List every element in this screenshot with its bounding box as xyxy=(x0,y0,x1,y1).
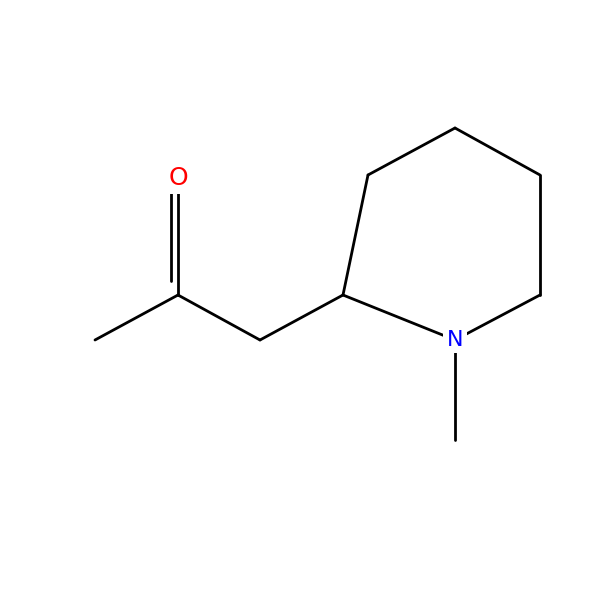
Text: O: O xyxy=(168,166,188,190)
Text: N: N xyxy=(447,330,463,350)
